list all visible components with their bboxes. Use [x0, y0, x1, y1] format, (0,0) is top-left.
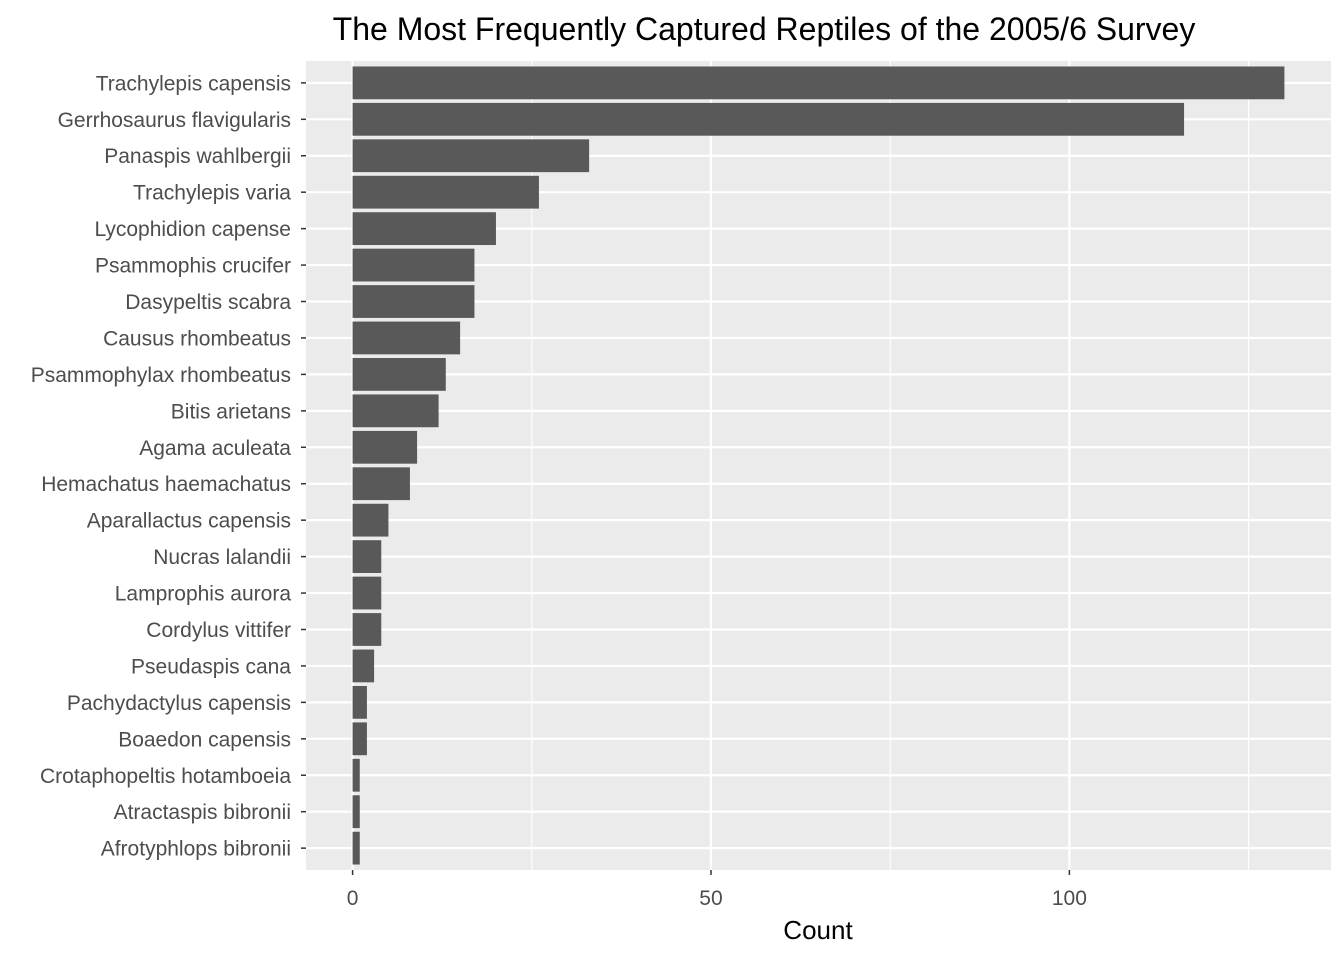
bar — [352, 758, 360, 792]
bar — [352, 722, 367, 756]
bar — [352, 285, 475, 318]
y-tick-label: Trachylepis capensis — [96, 72, 291, 95]
y-tick-label: Agama aculeata — [139, 437, 291, 460]
y-tick-label: Lycophidion capense — [94, 218, 291, 241]
bar — [352, 102, 1185, 136]
y-tick-label: Pseudaspis cana — [131, 655, 291, 678]
y-tick-label: Aparallactus capensis — [87, 510, 291, 533]
y-tick-label: Bitis arietans — [171, 400, 291, 423]
chart-title: The Most Frequently Captured Reptiles of… — [333, 11, 1196, 47]
bar — [352, 357, 446, 391]
y-tick-label: Psammophis crucifer — [95, 255, 291, 278]
bar — [352, 795, 360, 829]
y-tick-label: Cordylus vittifer — [146, 619, 291, 642]
bar — [352, 248, 475, 282]
y-tick-label: Hemachatus haemachatus — [41, 473, 291, 496]
y-tick-label: Trachylepis varia — [133, 182, 291, 205]
bar — [352, 467, 410, 501]
y-tick-label: Dasypeltis scabra — [125, 291, 291, 314]
y-tick-label: Psammophylax rhombeatus — [31, 364, 291, 387]
x-tick-label: 100 — [1052, 887, 1087, 910]
x-tick-label: 50 — [699, 887, 722, 910]
y-tick-label: Causus rhombeatus — [103, 327, 291, 350]
y-tick-label: Lamprophis aurora — [115, 583, 292, 606]
bar — [352, 613, 382, 646]
y-tick-label: Panaspis wahlbergii — [104, 145, 291, 168]
x-axis-label: Count — [783, 915, 853, 945]
bar — [352, 139, 590, 173]
bar — [352, 212, 496, 246]
y-tick-label: Afrotyphlops bibronii — [101, 838, 291, 861]
bar — [352, 66, 1285, 100]
bar — [352, 321, 461, 355]
y-tick-label: Nucras lalandii — [153, 546, 291, 569]
bar — [352, 503, 389, 537]
bar — [352, 394, 439, 428]
y-tick-label: Pachydactylus capensis — [67, 692, 291, 715]
x-axis: 0 50 100 — [347, 870, 1087, 910]
bar — [352, 576, 382, 610]
bars — [352, 66, 1285, 865]
bar — [352, 649, 375, 683]
bar — [352, 685, 367, 719]
x-tick-label: 0 — [347, 887, 359, 910]
y-tick-label: Gerrhosaurus flavigularis — [58, 109, 291, 132]
bar — [352, 540, 382, 574]
y-tick-label: Boaedon capensis — [118, 728, 291, 751]
bar — [352, 175, 539, 209]
y-axis: Trachylepis capensis Gerrhosaurus flavigu… — [31, 72, 306, 861]
bar — [352, 430, 418, 464]
bar — [352, 831, 360, 865]
y-tick-label: Crotaphopeltis hotamboeia — [40, 765, 291, 788]
y-tick-label: Atractaspis bibronii — [114, 801, 291, 824]
